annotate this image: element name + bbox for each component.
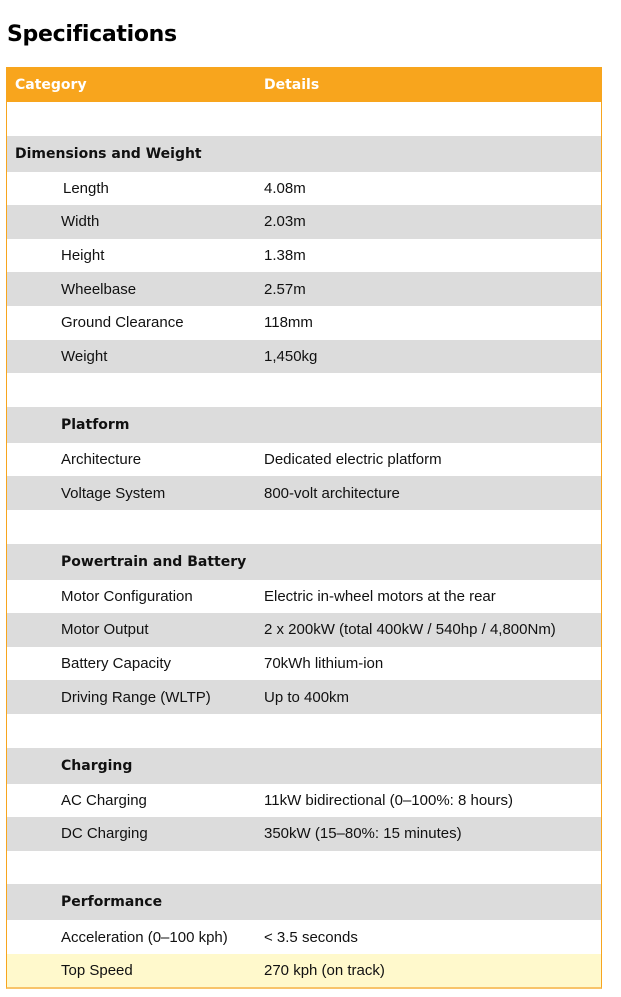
table-row: Wheelbase 2.57m — [7, 272, 601, 306]
page-title: Specifications — [7, 22, 177, 47]
column-header-category: Category — [15, 76, 87, 93]
spec-label: Battery Capacity — [61, 655, 172, 673]
section-title: Charging — [61, 757, 133, 774]
spec-label: Width — [61, 213, 100, 231]
column-header-details: Details — [264, 76, 320, 93]
section-header-row: Performance — [7, 884, 601, 921]
spec-label: Ground Clearance — [61, 314, 184, 332]
spec-value: 118mm — [264, 314, 313, 332]
section-header-row: Charging — [7, 747, 601, 784]
spec-label: Driving Range (WLTP) — [61, 688, 211, 706]
spec-label: Acceleration (0–100 kph) — [61, 928, 228, 946]
table-row: Battery Capacity 70kWh lithium-ion — [7, 646, 601, 681]
spacer-row — [7, 373, 601, 407]
section-title: Dimensions and Weight — [15, 145, 202, 162]
section-header-row: Platform — [7, 406, 601, 443]
section-title: Powertrain and Battery — [61, 553, 247, 570]
spec-value: 800-volt architecture — [264, 484, 400, 502]
spec-value: 2 x 200kW (total 400kW / 540hp / 4,800Nm… — [264, 621, 556, 639]
spacer-row — [7, 509, 601, 544]
spec-label: Architecture — [61, 451, 142, 469]
table-row: Length 4.08m — [7, 171, 601, 206]
table-row: Motor Configuration Electric in-wheel mot… — [7, 579, 601, 614]
spec-value: 350kW (15–80%: 15 minutes) — [264, 825, 462, 843]
table-row: Voltage System 800-volt architecture — [7, 476, 601, 510]
spec-value: 2.57m — [264, 280, 306, 298]
table-body: Dimensions and Weight Length 4.08m Width 2.0… — [7, 102, 601, 988]
spacer-row — [7, 102, 601, 136]
section-header-row: Dimensions and Weight — [7, 135, 601, 172]
table-row: Acceleration (0–100 kph) < 3.5 seconds — [7, 920, 601, 954]
table-row: Architecture Dedicated electric platform — [7, 442, 601, 477]
spacer-row — [7, 713, 601, 748]
spec-value: 4.08m — [264, 179, 306, 197]
spec-label: Wheelbase — [61, 280, 137, 298]
table-row: Top Speed 270 kph (on track) — [7, 953, 601, 988]
spec-label: Height — [61, 247, 105, 265]
table-row: Driving Range (WLTP) Up to 400km — [7, 680, 601, 714]
spec-value: 2.03m — [264, 213, 306, 231]
spec-value: 270 kph (on track) — [264, 962, 385, 980]
table-row: Height 1.38m — [7, 238, 601, 273]
spec-value: 11kW bidirectional (0–100%: 8 hours) — [264, 791, 514, 809]
spec-value: Electric in-wheel motors at the rear — [264, 587, 496, 605]
spec-label: Motor Output — [61, 621, 149, 639]
table-row: Weight 1,450kg — [7, 339, 601, 374]
spec-label: Weight — [61, 347, 108, 365]
table-row: DC Charging 350kW (15–80%: 15 minutes) — [7, 817, 601, 851]
spec-value: 1,450kg — [264, 347, 318, 365]
table-row: Width 2.03m — [7, 205, 601, 239]
spec-label: AC Charging — [61, 791, 147, 809]
spec-label: DC Charging — [61, 825, 148, 843]
spec-value: Up to 400km — [264, 688, 350, 706]
spacer-row — [7, 850, 601, 885]
table-row: Motor Output 2 x 200kW (total 400kW / 540… — [7, 613, 601, 647]
section-title: Performance — [61, 894, 163, 911]
spec-value: 70kWh lithium-ion — [264, 655, 384, 673]
section-header-row: Powertrain and Battery — [7, 543, 601, 580]
section-title: Platform — [61, 416, 130, 433]
spec-value: 1.38m — [264, 247, 306, 265]
spec-value: Dedicated electric platform — [264, 451, 442, 469]
table-header: Category Details — [7, 67, 601, 102]
table-row: AC Charging 11kW bidirectional (0–100%: 8… — [7, 783, 601, 818]
table-row: Ground Clearance 118mm — [7, 305, 601, 340]
spec-label: Motor Configuration — [61, 587, 193, 605]
spec-label: Length — [63, 179, 109, 197]
spec-label: Top Speed — [61, 962, 133, 980]
spec-label: Voltage System — [61, 484, 166, 502]
spec-value: < 3.5 seconds — [264, 928, 358, 946]
specifications-table: Category Details Dimensions and Weight Le… — [6, 67, 602, 990]
